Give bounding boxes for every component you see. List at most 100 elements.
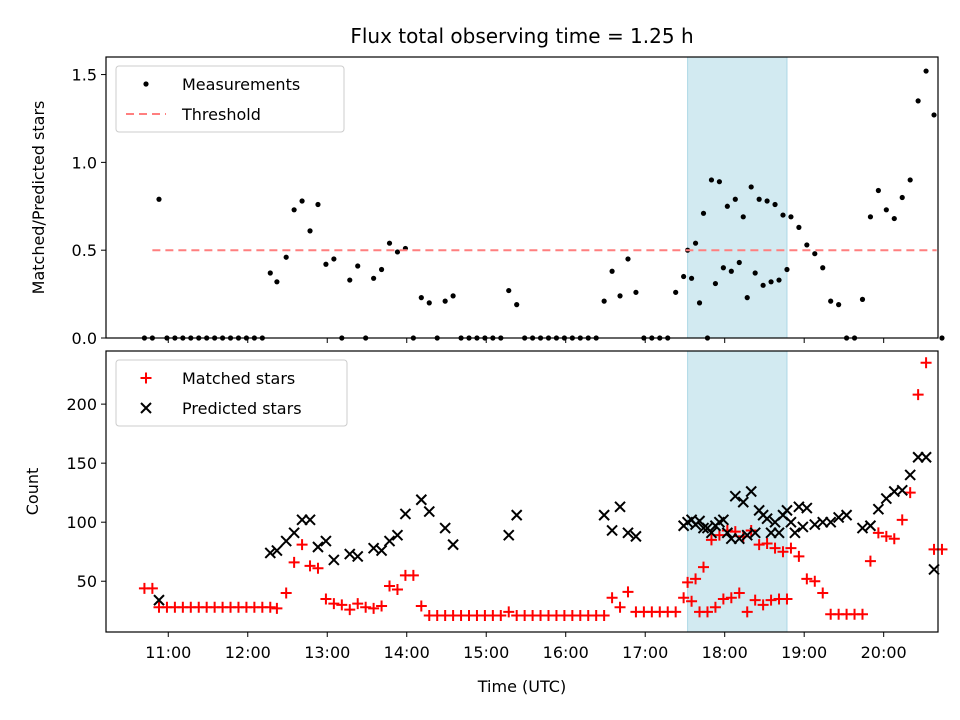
highlight-span [687, 350, 788, 633]
matched-stars-point [264, 601, 276, 613]
matched-stars-point [701, 606, 713, 618]
predicted-stars-point [761, 512, 773, 525]
measurement-point [418, 295, 424, 301]
matched-stars-point [801, 573, 813, 585]
predicted-stars-point [832, 511, 845, 524]
measurement-point [688, 275, 695, 281]
x-tick-label: 19:00 [781, 643, 827, 662]
predicted-stars-point [856, 522, 869, 534]
matched-stars-point [856, 608, 868, 620]
matched-stars-point [344, 604, 356, 616]
predicted-stars-point [733, 533, 745, 545]
measurement-point [748, 184, 754, 190]
predicted-stars-point [415, 494, 428, 506]
matched-stars-point [280, 587, 292, 599]
matched-stars-point [271, 602, 283, 614]
matched-stars-point [753, 539, 765, 551]
predicted-stars-point [773, 527, 785, 539]
predicted-stars-point [630, 530, 642, 543]
predicted-stars-point [681, 516, 694, 528]
predicted-stars-point [606, 524, 618, 537]
matched-stars-point [352, 598, 364, 610]
measurement-point [291, 207, 297, 213]
matched-stars-point [622, 586, 634, 598]
matched-stars-point [682, 576, 694, 588]
matched-stars-point [705, 534, 717, 546]
matched-stars-point [384, 580, 396, 592]
measurement-point [939, 335, 945, 341]
matched-stars-point [415, 600, 427, 612]
measurement-point [712, 280, 719, 287]
measurement-point [299, 198, 305, 204]
predicted-stars-point [721, 527, 734, 539]
matched-stars-point [880, 530, 892, 542]
matched-stars-point [920, 357, 932, 369]
x-tick-label: 11:00 [145, 643, 191, 662]
predicted-stars-point [689, 518, 702, 531]
measurement-point [283, 254, 289, 260]
measurement-point [859, 296, 866, 302]
measurement-point [724, 203, 730, 209]
measurement-point [796, 224, 802, 230]
measurement-point [836, 302, 842, 308]
measurement-point [386, 240, 393, 246]
predicted-stars-point [785, 516, 797, 528]
plot-frame [105, 56, 939, 339]
predicted-stars-point [928, 563, 940, 576]
matched-stars-point [304, 560, 316, 572]
measurement-point [784, 266, 790, 273]
predicted-stars-point [741, 529, 753, 541]
x-tick-label: 18:00 [702, 643, 748, 662]
matched-stars-point [598, 609, 610, 621]
predicted-stars-point [697, 522, 710, 534]
predicted-stars-point [383, 535, 396, 547]
matched-stars-point [777, 546, 789, 558]
measurement-point [764, 198, 770, 204]
matched-stars-point [713, 529, 725, 541]
matched-stars-point [146, 582, 158, 594]
measurement-point [732, 196, 738, 202]
measurement-point [891, 215, 897, 222]
predicted-stars-point [729, 490, 742, 502]
predicted-stars-point [352, 550, 364, 563]
predicted-stars-point [840, 509, 853, 521]
matched-stars-point [785, 542, 797, 554]
measurement-point [442, 298, 448, 304]
measurement-point [828, 298, 834, 304]
chart-title: Flux total observing time = 1.25 h [350, 24, 693, 48]
predicted-stars-point [271, 544, 283, 557]
predicted-stars-point [920, 451, 932, 463]
matched-stars-point [503, 606, 515, 618]
y-tick-label: 0.5 [72, 241, 97, 260]
matched-stars-point [678, 592, 690, 604]
measurement-point [899, 194, 905, 201]
predicted-stars-point [503, 529, 515, 541]
matched-stars-point [749, 594, 761, 606]
measurement-point [426, 300, 432, 306]
legend-x-marker [140, 402, 152, 414]
measurement-point [617, 293, 623, 299]
matched-stars-point [328, 598, 340, 610]
matched-stars-point [391, 583, 403, 595]
matched-stars-point [757, 599, 769, 611]
matched-stars-point [698, 561, 710, 573]
matched-stars-point [336, 599, 348, 611]
predicted-stars-point [510, 509, 523, 521]
measurement-point [867, 214, 874, 220]
matched-stars-point [407, 569, 419, 581]
matched-stars-point [368, 602, 380, 614]
matched-stars-point [765, 594, 777, 606]
x-tick-label: 16:00 [543, 643, 589, 662]
matched-stars-point [888, 533, 900, 545]
measurement-point [371, 275, 377, 281]
predicted-stars-point [622, 527, 634, 539]
measurement-point [923, 68, 929, 74]
measurement-point [736, 259, 742, 266]
measurement-point [514, 302, 520, 308]
predicted-stars-point [797, 521, 809, 533]
predicted-stars-point [904, 469, 916, 481]
predicted-stars-point [809, 518, 821, 531]
measurement-point [681, 273, 687, 280]
predicted-stars-point [399, 508, 412, 520]
